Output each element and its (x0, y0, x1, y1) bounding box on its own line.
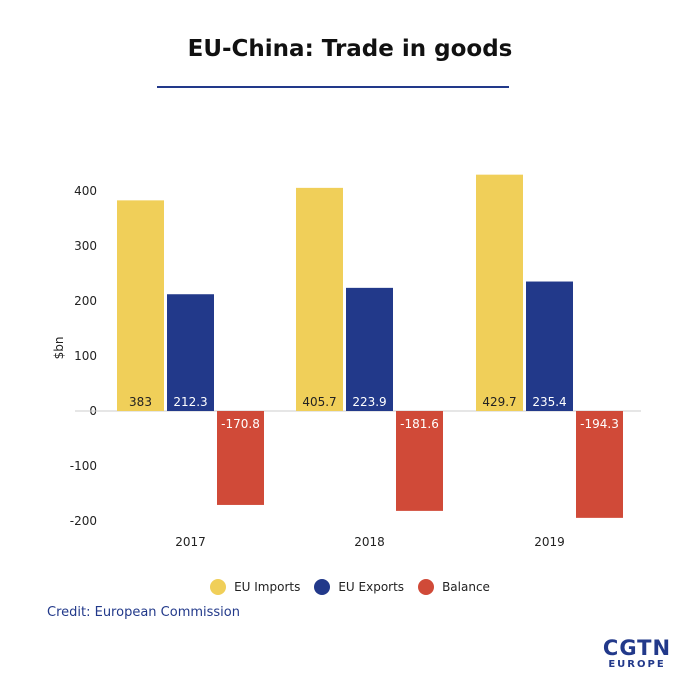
bar-exports-2018 (346, 287, 393, 411)
y-tick-label: 200 (74, 294, 97, 308)
legend-item-balance: Balance (418, 579, 490, 595)
bar-imports-2018 (296, 187, 343, 411)
legend-dot-exports (314, 579, 331, 595)
x-tick-label-2018: 2018 (354, 535, 385, 549)
bar-balance-2017 (217, 411, 264, 505)
bar-imports-2017 (117, 200, 164, 411)
x-tick-label-2017: 2017 (175, 535, 206, 549)
data-labels: 383 212.3 -170.8 405.7 223.9 -181.6 429.7 235.4… (129, 395, 619, 431)
logo-sub-text: EUROPE (608, 659, 666, 670)
cgtn-logo: CGTN EUROPE (601, 637, 673, 671)
data-label-balance-2017: -170.8 (221, 417, 260, 431)
y-tick-label: 300 (74, 239, 97, 253)
legend-dot-imports (210, 579, 227, 595)
data-label-exports-2019: 235.4 (532, 395, 566, 409)
bars (75, 174, 641, 518)
data-label-exports-2018: 223.9 (352, 395, 386, 409)
legend-label-imports: EU Imports (234, 580, 301, 594)
legend-label-exports: EU Exports (338, 580, 405, 594)
y-tick-label: 100 (74, 349, 97, 363)
x-tick-label-2019: 2019 (534, 535, 565, 549)
credit-text: Credit: European Commission (47, 605, 240, 620)
data-label-imports-2019: 429.7 (482, 395, 516, 409)
data-label-balance-2018: -181.6 (400, 417, 439, 431)
bar-balance-2018 (396, 411, 443, 511)
y-axis-label: $bn (52, 337, 66, 360)
legend-item-imports: EU Imports (210, 579, 300, 595)
data-label-imports-2018: 405.7 (302, 395, 336, 409)
legend-label-balance: Balance (442, 580, 490, 594)
legend-dot-balance (418, 579, 435, 595)
y-tick-label: -200 (70, 514, 97, 528)
y-tick-label: -100 (70, 459, 97, 473)
legend: EU Imports EU Exports Balance (0, 579, 700, 595)
logo-main-text: CGTN (602, 636, 672, 660)
bar-imports-2019 (476, 174, 523, 411)
y-tick-label: 400 (74, 184, 97, 198)
data-label-exports-2017: 212.3 (173, 395, 207, 409)
data-label-balance-2019: -194.3 (580, 417, 619, 431)
bar-balance-2019 (576, 411, 623, 518)
bar-exports-2017 (167, 294, 214, 411)
data-label-imports-2017: 383 (129, 395, 152, 409)
chart-title: EU-China: Trade in goods (187, 36, 513, 62)
x-axis-ticks: 2017 2018 2019 (175, 535, 565, 549)
bar-exports-2019 (526, 281, 573, 411)
title-underline (157, 86, 509, 88)
legend-item-exports: EU Exports (314, 579, 404, 595)
